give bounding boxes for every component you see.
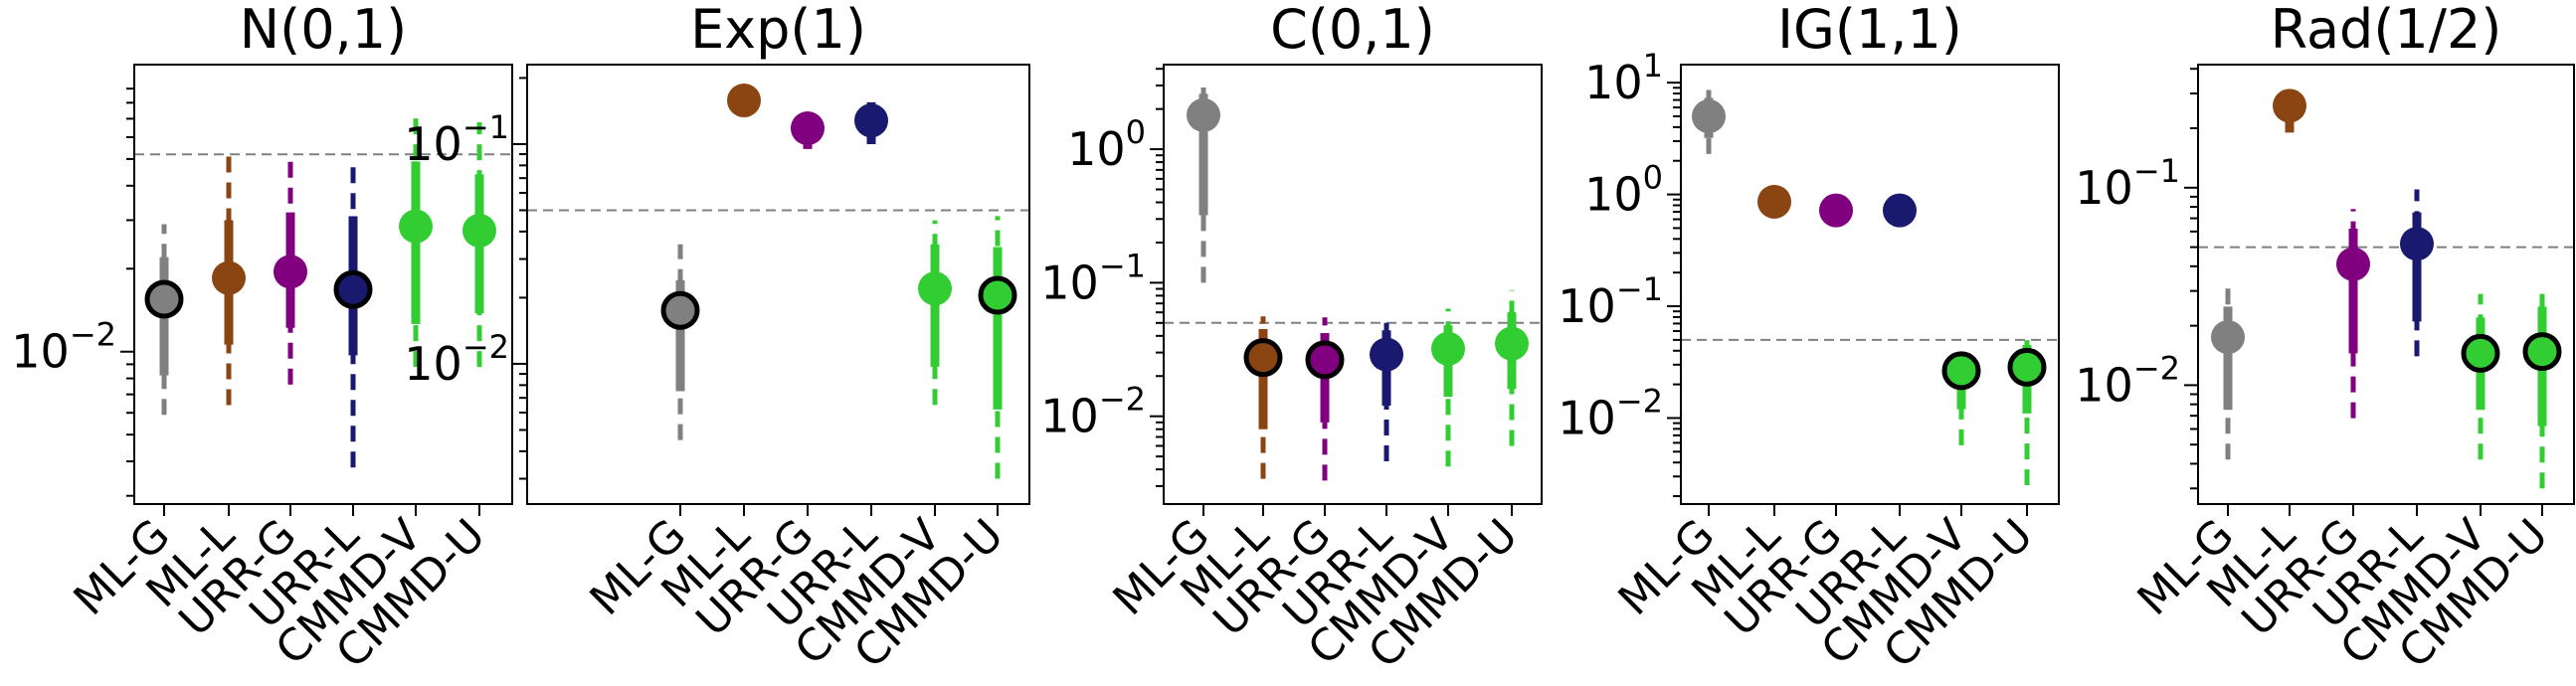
- point-cmmd-u: [2522, 293, 2562, 489]
- point-marker: [978, 275, 1017, 315]
- point-cmmd-v: [2461, 293, 2500, 460]
- point-cmmd-v: [1941, 346, 1981, 445]
- panel-title: Rad(1/2): [2271, 0, 2502, 61]
- y-tick-label: 10−2: [11, 316, 116, 379]
- plot-frame: [526, 64, 1030, 505]
- point-cmmd-u: [2007, 335, 2047, 486]
- plot-frame: [133, 64, 513, 505]
- plot-frame: [1680, 64, 2060, 505]
- point-marker: [1819, 193, 1853, 228]
- point-marker: [1757, 184, 1791, 219]
- point-ml-l: [212, 154, 246, 406]
- point-cmmd-v: [399, 111, 433, 368]
- point-marker: [333, 269, 373, 309]
- point-ml-l: [1757, 184, 1791, 219]
- point-marker: [1187, 97, 1220, 132]
- point-marker: [2400, 227, 2434, 261]
- point-marker: [2336, 247, 2370, 281]
- point-urr-g: [791, 111, 825, 149]
- point-ml-g: [2211, 287, 2245, 460]
- point-marker: [1883, 193, 1917, 228]
- point-marker: [212, 260, 246, 295]
- panel-title: N(0,1): [240, 0, 407, 61]
- point-ml-l: [2273, 88, 2306, 133]
- point-ml-g: [1187, 86, 1220, 283]
- point-marker: [2007, 347, 2047, 387]
- panel-2: Exp(1)10−210−1ML-GML-LURR-GURR-LCMMD-VCM…: [404, 0, 1030, 678]
- point-marker: [1431, 331, 1465, 366]
- panel-title: IG(1,1): [1777, 0, 1962, 61]
- point-cmmd-v: [918, 220, 952, 406]
- point-marker: [399, 209, 433, 244]
- point-urr-g: [2336, 209, 2370, 419]
- y-tick-label: 10−1: [404, 108, 509, 171]
- point-marker: [2273, 88, 2306, 123]
- point-cmmd-v: [1431, 308, 1465, 467]
- point-urr-g: [274, 151, 307, 385]
- point-urr-l: [854, 101, 888, 144]
- point-ml-g: [660, 244, 700, 440]
- point-marker: [1941, 351, 1981, 391]
- point-marker: [854, 103, 888, 138]
- point-ml-g: [144, 224, 184, 416]
- point-ml-l: [1243, 316, 1283, 479]
- point-marker: [1370, 337, 1403, 372]
- y-tick-label: 10−1: [1558, 270, 1663, 333]
- point-marker: [1692, 98, 1726, 133]
- y-tick-label: 10−1: [1040, 247, 1146, 309]
- point-marker: [918, 271, 952, 306]
- point-ml-g: [1692, 89, 1726, 154]
- point-marker: [1243, 338, 1283, 378]
- point-marker: [1495, 326, 1529, 361]
- point-marker: [660, 290, 700, 330]
- panel-4: IG(1,1)10−210−1100101ML-GML-LURR-GURR-LC…: [1558, 0, 2060, 678]
- point-marker: [791, 111, 825, 146]
- y-tick-label: 100: [1584, 159, 1663, 222]
- point-marker: [144, 279, 184, 319]
- panel-5: Rad(1/2)10−210−1ML-GML-LURR-GURR-LCMMD-V…: [2075, 0, 2575, 678]
- point-cmmd-u: [1495, 289, 1529, 446]
- y-tick-label: 10−1: [2075, 152, 2180, 215]
- point-cmmd-u: [462, 121, 496, 368]
- point-marker: [2461, 333, 2500, 373]
- y-tick-label: 100: [1067, 113, 1146, 176]
- point-marker: [1305, 340, 1345, 380]
- point-urr-g: [1819, 193, 1853, 228]
- point-marker: [274, 255, 307, 289]
- point-urr-g: [1305, 317, 1345, 481]
- point-urr-l: [1883, 193, 1917, 228]
- y-tick-label: 10−2: [2075, 349, 2180, 412]
- y-tick-label: 10−2: [404, 328, 509, 391]
- point-marker: [2211, 320, 2245, 355]
- point-cmmd-u: [978, 216, 1017, 479]
- point-urr-l: [2400, 189, 2434, 357]
- plot-frame: [1163, 64, 1543, 505]
- y-tick-label: 10−2: [1040, 381, 1146, 443]
- plot-frame: [2197, 64, 2575, 505]
- point-marker: [727, 84, 761, 118]
- point-marker: [2522, 332, 2562, 372]
- point-ml-l: [727, 84, 761, 118]
- point-marker: [462, 213, 496, 248]
- point-urr-l: [333, 161, 373, 468]
- panel-title: C(0,1): [1270, 0, 1435, 61]
- point-urr-l: [1370, 322, 1403, 461]
- panel-3: C(0,1)10−210−1100ML-GML-LURR-GURR-LCMMD-…: [1040, 0, 1543, 678]
- panel-title: Exp(1): [690, 0, 866, 61]
- y-tick-label: 10−2: [1558, 382, 1663, 444]
- y-tick-label: 101: [1584, 47, 1663, 109]
